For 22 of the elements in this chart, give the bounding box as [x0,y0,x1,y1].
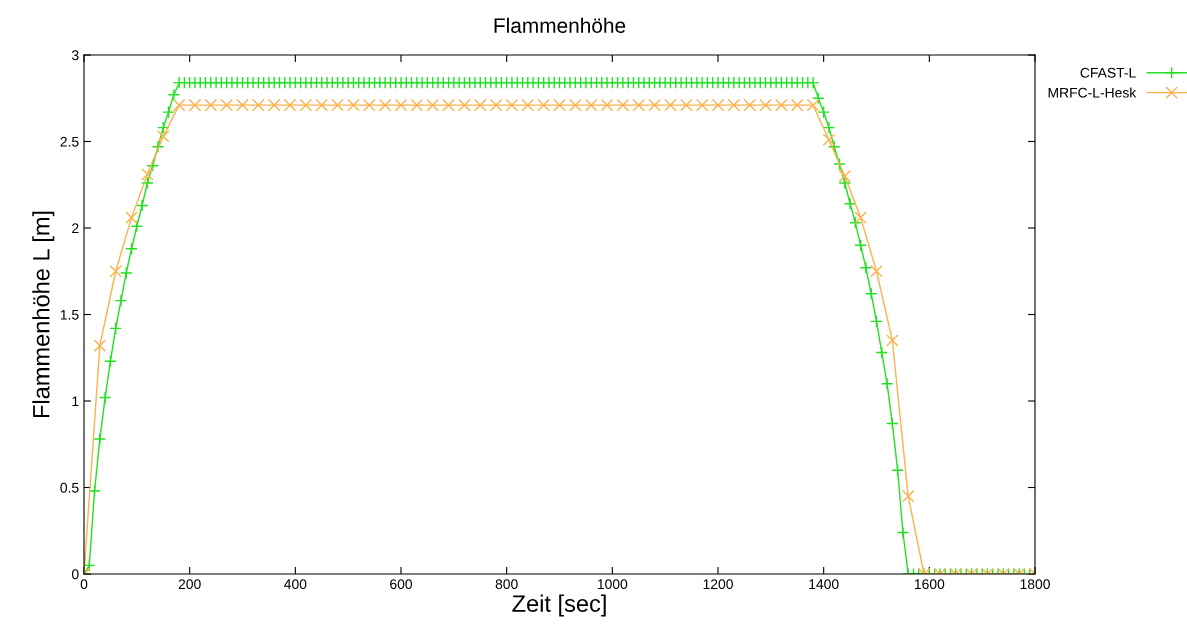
x-tick-label: 1600 [914,579,945,590]
y-tick-label: 1.5 [60,309,79,320]
x-tick-label: 1800 [1020,579,1050,590]
y-tick-label: 2 [72,223,79,234]
y-axis-title: Flammenhöhe L [m] [32,211,55,418]
chart-title: Flammenhöhe [494,17,626,33]
x-tick-label: 200 [178,579,201,590]
x-tick-label: 400 [284,579,307,590]
x-tick-label: 600 [390,579,413,590]
x-axis-title: Zeit [sec] [512,594,606,617]
x-tick-label: 1400 [809,579,839,590]
x-tick-label: 0 [80,579,88,590]
x-tick-label: 1200 [703,579,733,590]
y-tick-label: 0 [71,569,79,580]
legend-label: CFAST-L [1080,67,1136,78]
x-tick-label: 1000 [597,579,628,590]
y-tick-label: 0.5 [60,482,79,493]
y-tick-label: 1 [72,396,79,407]
y-tick-label: 2.5 [60,136,79,147]
y-tick-label: 3 [71,50,79,61]
legend-label: MRFC-L-Hesk [1048,87,1137,98]
x-tick-label: 800 [495,579,518,590]
